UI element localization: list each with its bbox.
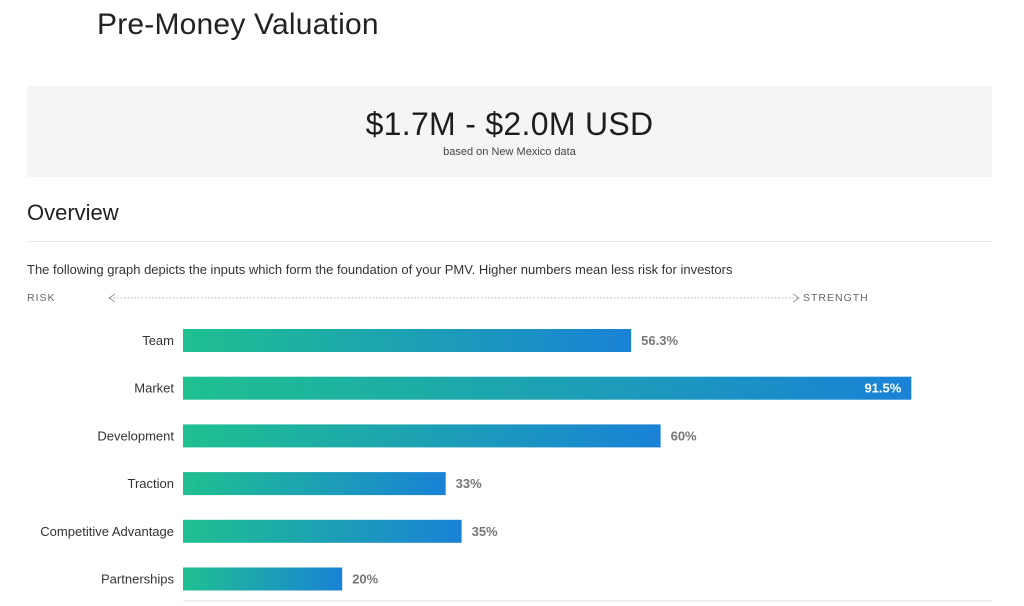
category-label-traction: Traction — [128, 476, 174, 491]
axis-strength-label: STRENGTH — [803, 292, 869, 304]
page-title: Pre-Money Valuation — [97, 8, 379, 41]
axis-risk-label: RISK — [27, 292, 56, 304]
bar-market — [183, 376, 912, 400]
overview-heading: Overview — [27, 200, 119, 225]
bar-team — [183, 329, 632, 352]
valuation-range: $1.7M - $2.0M USD — [365, 106, 654, 142]
bar-competitive-advantage — [183, 519, 462, 543]
category-label-competitive-advantage: Competitive Advantage — [40, 524, 174, 539]
category-label-development: Development — [97, 428, 174, 443]
section-divider — [27, 241, 992, 242]
bar-partnerships — [183, 567, 343, 591]
value-label-competitive-advantage: 35% — [472, 524, 498, 539]
value-label-traction: 33% — [456, 476, 482, 491]
valuation-data-source: based on New Mexico data — [443, 146, 576, 158]
overview-description: The following graph depicts the inputs w… — [27, 262, 733, 277]
bar-development — [183, 424, 661, 448]
value-label-partnerships: 20% — [352, 572, 378, 587]
risk-strength-arrow — [108, 293, 800, 303]
bar-group: Team 56.3% Market 91.5% Development 60% Tracti… — [40, 329, 912, 591]
category-label-team: Team — [142, 333, 174, 348]
bar-traction — [183, 472, 446, 496]
value-label-development: 60% — [671, 428, 697, 443]
value-label-team: 56.3% — [641, 333, 678, 348]
category-label-partnerships: Partnerships — [101, 572, 174, 587]
arrow-right-icon — [792, 293, 800, 303]
valuation-summary-card: $1.7M - $2.0M USD based on New Mexico da… — [27, 86, 992, 177]
value-label-market: 91.5% — [864, 381, 901, 396]
arrow-left-icon — [108, 293, 116, 303]
category-label-market: Market — [134, 381, 174, 396]
